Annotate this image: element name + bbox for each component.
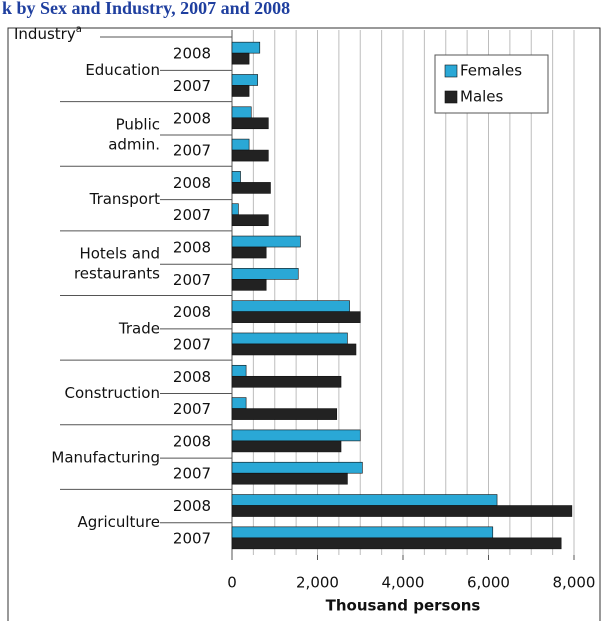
bar <box>231 332 348 345</box>
bar <box>231 505 573 517</box>
category-label: Hotels and <box>79 245 160 263</box>
bar <box>231 214 269 227</box>
category-label: Construction <box>64 384 160 402</box>
bar <box>231 268 299 280</box>
year-label: 2007 <box>173 271 211 289</box>
legend-label: Females <box>460 62 522 80</box>
bar <box>231 461 363 474</box>
bar <box>231 311 361 323</box>
bar <box>231 429 361 442</box>
category-label: Trade <box>118 319 160 337</box>
category-label: Education <box>85 61 160 79</box>
category-label: restaurants <box>74 265 160 283</box>
bar <box>231 472 348 485</box>
category-label: admin. <box>108 135 160 153</box>
category-label: Manufacturing <box>51 449 160 467</box>
frame <box>7 27 601 621</box>
bar <box>231 526 494 539</box>
bar <box>231 149 269 162</box>
category-label: Transport <box>89 190 161 208</box>
year-label: 2007 <box>173 206 211 224</box>
bar <box>231 85 250 97</box>
bar <box>231 300 350 312</box>
x-tick-label: 2,000 <box>296 574 339 592</box>
bar <box>231 74 258 86</box>
bar <box>231 364 247 377</box>
year-label: 2008 <box>173 174 211 192</box>
bar <box>231 235 301 248</box>
bar <box>231 41 261 54</box>
bar <box>231 171 241 183</box>
year-label: 2008 <box>173 45 211 63</box>
footnote-mark: a <box>76 24 82 35</box>
bar <box>231 106 252 119</box>
bar <box>231 494 498 506</box>
bar <box>231 138 250 151</box>
year-label: 2008 <box>173 497 211 515</box>
year-label: 2007 <box>173 400 211 418</box>
year-label: 2008 <box>173 432 211 450</box>
legend-box <box>434 54 549 114</box>
bar <box>231 408 338 420</box>
x-tick-label: 0 <box>227 574 237 592</box>
bar <box>231 397 247 409</box>
year-label: 2008 <box>173 239 211 257</box>
bar <box>231 440 342 453</box>
year-label: 2008 <box>173 303 211 321</box>
x-tick-label: 4,000 <box>382 574 425 592</box>
x-tick-label: 8,000 <box>553 574 596 592</box>
legend-swatch <box>444 90 458 104</box>
bar <box>231 52 250 65</box>
legend-swatch <box>444 64 458 78</box>
year-label: 2008 <box>173 368 211 386</box>
legend-label: Males <box>460 88 504 106</box>
category-label: Public <box>116 115 160 133</box>
y-axis-label-text: Industry <box>14 25 76 43</box>
bar <box>231 375 342 388</box>
x-tick-label: 6,000 <box>467 574 510 592</box>
category-label: Agriculture <box>78 513 161 531</box>
bar <box>231 279 267 291</box>
bar <box>231 246 267 259</box>
year-label: 2008 <box>173 109 211 127</box>
bar <box>231 203 239 216</box>
year-label: 2007 <box>173 529 211 547</box>
year-label: 2007 <box>173 335 211 353</box>
x-axis-label: Thousand persons <box>326 597 481 615</box>
bar <box>231 343 357 356</box>
year-label: 2007 <box>173 77 211 95</box>
y-axis-label: Industrya <box>14 24 82 43</box>
bar <box>231 182 271 194</box>
bar <box>231 537 562 550</box>
chart-title: k by Sex and Industry, 2007 and 2008 <box>2 0 290 18</box>
year-label: 2007 <box>173 142 211 160</box>
bar <box>231 117 269 130</box>
year-label: 2007 <box>173 465 211 483</box>
